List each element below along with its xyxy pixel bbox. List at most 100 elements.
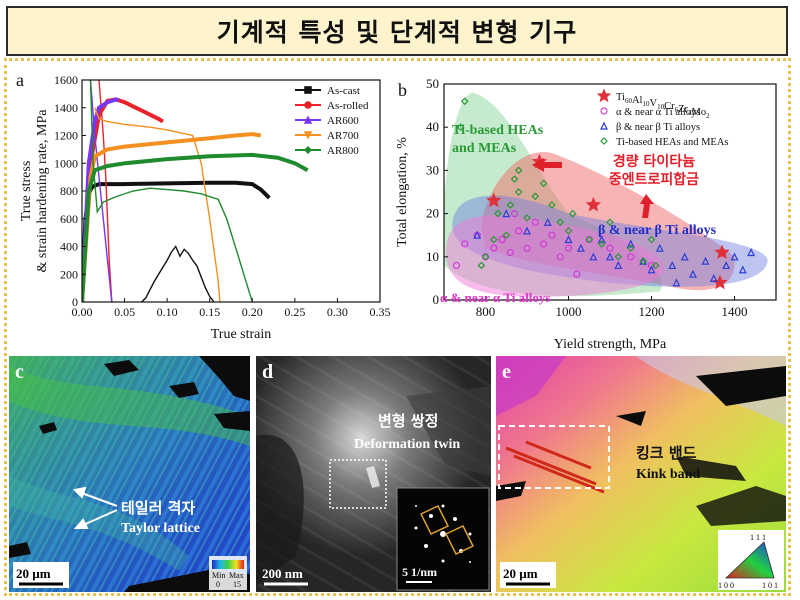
scatter-point bbox=[523, 226, 531, 235]
y-tick-label-a: 800 bbox=[60, 184, 78, 198]
kink-band-lines bbox=[505, 440, 605, 494]
scatter-point bbox=[498, 235, 506, 244]
panel-c-label-kr: 테일러 격자 bbox=[121, 499, 195, 517]
panel-a-chart: 0.00 0.05 0.10 0.15 0.20 0.25 0.30 0.35 0 200 400 6… bbox=[16, 70, 391, 342]
scatter-series-group bbox=[486, 153, 730, 290]
scatter-point bbox=[531, 192, 540, 201]
stress-curve-ar600 bbox=[82, 97, 120, 302]
panel-d-label-en: Deformation twin bbox=[354, 437, 460, 452]
y-axis-label-a-line1: True stress bbox=[19, 161, 34, 222]
region-label-alpha: α & near α Ti alloys bbox=[440, 290, 550, 305]
y-tick-label-b: 20 bbox=[426, 206, 439, 221]
colorbar bbox=[212, 560, 244, 569]
series-ar800-group bbox=[82, 80, 309, 302]
page-title: 기계적 특성 및 단계적 변형 기구 bbox=[216, 18, 578, 47]
x-tick-label-a: 0.30 bbox=[327, 305, 348, 319]
legend-label-ar600: AR600 bbox=[327, 115, 359, 127]
y-tick-label-b: 30 bbox=[426, 162, 439, 177]
scatter-point bbox=[506, 248, 515, 257]
twin-region-box bbox=[329, 459, 387, 509]
hardening-curve-as-cast bbox=[141, 245, 215, 302]
scatter-point bbox=[614, 261, 623, 270]
y-axis-label-b: Total elongation, % bbox=[395, 137, 410, 247]
scatter-point bbox=[585, 196, 602, 212]
scatter-point bbox=[452, 261, 461, 270]
series-ar600-group bbox=[82, 80, 120, 302]
scatter-point bbox=[738, 265, 747, 274]
series-as-rolled-group bbox=[82, 80, 164, 302]
figure-frame bbox=[4, 58, 791, 596]
scatter-point bbox=[539, 179, 548, 188]
y-tick-label-a: 1600 bbox=[54, 73, 78, 87]
panel-e-label-en: Kink band bbox=[636, 467, 700, 482]
legend-label-b: Ti-based HEAs and MEAs bbox=[616, 137, 729, 148]
scatter-point bbox=[556, 218, 565, 227]
legend-marker-ar700 bbox=[303, 131, 313, 140]
scatter-point bbox=[564, 227, 573, 235]
legend-marker-ar800 bbox=[303, 145, 313, 155]
scatter-point bbox=[689, 269, 697, 278]
scatter-point bbox=[680, 252, 689, 261]
x-tick-label-a: 0.00 bbox=[72, 305, 93, 319]
panel-e-ipf-map: e 킹크 밴드 Kink band 20 µm 1 1 1 1 0 0 1 0 … bbox=[496, 356, 786, 592]
scatter-point bbox=[510, 175, 519, 183]
colorbar-min-value: 0 bbox=[216, 580, 220, 589]
y-tick-label-a: 600 bbox=[60, 212, 78, 226]
y-tick-label-a: 1000 bbox=[54, 156, 78, 170]
scatter-point bbox=[564, 244, 573, 252]
panel-a-letter: a bbox=[16, 70, 24, 90]
scatter-point bbox=[486, 192, 502, 208]
panel-e-letter: e bbox=[502, 361, 511, 383]
scatter-point bbox=[510, 210, 519, 218]
inset-scale-text: 5 1/nm bbox=[402, 565, 437, 579]
scatter-point bbox=[672, 278, 681, 287]
y-tick-label-a: 200 bbox=[60, 267, 78, 281]
legend-label-as-rolled: As-rolled bbox=[327, 100, 369, 112]
scatter-point bbox=[477, 261, 486, 270]
scatter-point bbox=[548, 201, 556, 209]
scatter-point bbox=[585, 235, 594, 244]
arrow-to-star-2 bbox=[640, 194, 654, 218]
scatter-point bbox=[456, 123, 465, 132]
panel-d-letter: d bbox=[262, 361, 273, 383]
scatter-point bbox=[597, 235, 606, 244]
legend-marker-b bbox=[600, 121, 608, 130]
scatter-point bbox=[626, 239, 635, 248]
y-tick-label-a: 0 bbox=[72, 295, 78, 309]
y-tick-label-b: 0 bbox=[433, 292, 440, 307]
ipf-label-111: 1 1 1 bbox=[750, 533, 766, 542]
scatter-point bbox=[597, 239, 606, 248]
scatter-point bbox=[515, 227, 523, 235]
scatter-series-group bbox=[456, 97, 660, 270]
x-tick-label-a: 0.15 bbox=[199, 305, 220, 319]
scatter-point bbox=[564, 235, 573, 244]
scatter-point bbox=[502, 231, 511, 240]
scatter-point bbox=[714, 244, 730, 260]
scatter-point bbox=[548, 231, 556, 239]
x-tick-label-a: 0.20 bbox=[242, 305, 263, 319]
y-tick-label-b: 10 bbox=[426, 249, 439, 264]
scatter-point bbox=[523, 244, 531, 252]
scatter-point bbox=[543, 217, 552, 226]
legend-marker-b bbox=[600, 107, 608, 115]
panel-d-scale-text: 200 nm bbox=[262, 566, 303, 581]
legend-label-b: α & near α Ti alloys bbox=[616, 107, 700, 118]
taylor-lattice-arrows bbox=[72, 486, 118, 529]
scatter-point bbox=[627, 253, 635, 261]
scatter-point bbox=[639, 257, 648, 265]
panel-c-letter: c bbox=[15, 361, 24, 383]
scatter-point bbox=[490, 244, 498, 252]
scatter-point bbox=[722, 261, 731, 270]
panel-e-scale-text: 20 µm bbox=[503, 566, 538, 581]
scatter-point bbox=[606, 218, 614, 227]
arrow-to-star-1 bbox=[532, 158, 562, 172]
panel-b-letter: b bbox=[398, 80, 407, 100]
ipf-triangle-key: 1 1 1 1 0 0 1 0 1 bbox=[718, 530, 784, 590]
scatter-point bbox=[655, 243, 664, 252]
scatter-point bbox=[651, 261, 660, 270]
scatter-point bbox=[606, 252, 614, 261]
x-axis-label-a: True strain bbox=[211, 327, 272, 342]
diffraction-inset: 5 1/nm bbox=[396, 487, 490, 591]
scatter-point bbox=[647, 265, 656, 274]
hardening-curve-as-rolled bbox=[98, 80, 113, 302]
